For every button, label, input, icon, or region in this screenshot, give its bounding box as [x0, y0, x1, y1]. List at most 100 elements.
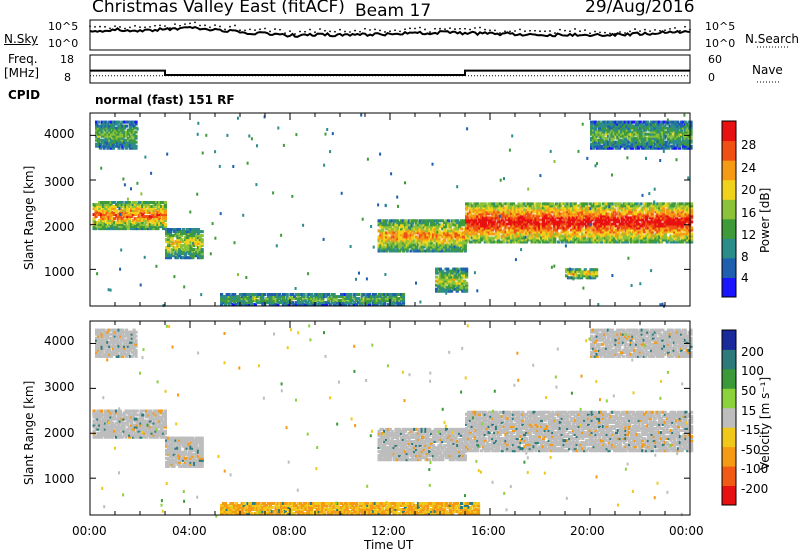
power-cell — [670, 136, 674, 140]
power-cell — [422, 235, 426, 239]
power-cell — [603, 128, 607, 132]
power-cell — [311, 303, 316, 307]
power-cell — [198, 252, 202, 256]
power-cell — [517, 204, 521, 208]
power-cell — [270, 301, 274, 305]
power-cell — [315, 297, 319, 301]
power-cell — [616, 238, 621, 242]
power-cell — [426, 249, 430, 253]
power-cell — [564, 204, 568, 208]
power-cell — [148, 209, 152, 213]
power-cell — [586, 240, 591, 244]
power-cell — [485, 234, 489, 238]
power-cell — [98, 225, 102, 229]
power-cell — [680, 142, 684, 146]
power-cell — [196, 232, 201, 236]
power-cell — [555, 234, 559, 238]
power-cell — [135, 223, 139, 227]
power-cell — [570, 218, 574, 222]
power-cell — [96, 128, 101, 132]
power-cell — [371, 301, 376, 305]
power-cell — [353, 303, 357, 307]
power-cell — [543, 238, 547, 242]
power-cell — [128, 140, 132, 144]
power-cell — [579, 230, 583, 234]
power-cell — [418, 219, 422, 223]
power-cell — [555, 212, 559, 216]
power-cell — [652, 226, 656, 230]
power-cell — [146, 223, 151, 227]
power-cell — [690, 204, 694, 208]
power-cell — [296, 301, 301, 305]
power-cell — [676, 232, 681, 236]
power-cell — [107, 223, 111, 227]
power-cell — [671, 226, 675, 230]
power-cell — [675, 226, 679, 230]
power-cell — [400, 219, 404, 223]
power-cell — [424, 221, 428, 225]
power-cell — [599, 136, 603, 140]
power-cell — [439, 233, 443, 237]
power-cell — [111, 138, 116, 142]
power-cell — [684, 230, 688, 234]
power-cell — [675, 228, 679, 232]
power-cell — [418, 227, 422, 231]
power-cell — [443, 231, 447, 235]
power-cell — [646, 212, 651, 216]
power-cell — [465, 224, 469, 228]
power-cell — [510, 208, 514, 212]
power-cell — [629, 142, 633, 146]
power-cell — [483, 224, 487, 228]
power-cell — [483, 216, 487, 220]
power-cell — [435, 247, 439, 251]
power-cell — [435, 269, 439, 273]
power-cell — [450, 239, 454, 243]
power-cell — [585, 274, 589, 278]
power-cell — [108, 142, 112, 146]
nave-tick-bottom: 0 — [708, 71, 715, 84]
power-cell — [483, 214, 487, 218]
power-cell — [446, 287, 450, 291]
power-cell — [193, 228, 197, 231]
power-cell — [611, 228, 615, 232]
power-cell — [650, 146, 654, 150]
power-cell — [508, 228, 512, 232]
power-cell — [587, 276, 591, 280]
power-cell — [102, 120, 106, 124]
power-cell — [676, 220, 681, 224]
power-cell — [405, 229, 409, 233]
power-cell — [638, 122, 642, 126]
power-cell — [599, 138, 603, 142]
power-cell — [591, 128, 596, 132]
power-cell — [519, 230, 523, 234]
power-cell — [579, 240, 583, 244]
power-cell — [385, 227, 389, 231]
power-cell — [420, 233, 424, 237]
power-cell — [500, 216, 504, 220]
power-cell — [621, 126, 626, 130]
noise-point — [164, 25, 166, 27]
power-cell — [566, 226, 570, 230]
power-cell — [652, 234, 656, 238]
power-cell — [431, 223, 436, 227]
power-cell — [594, 210, 598, 214]
power-cell — [624, 238, 628, 242]
power-cell — [154, 217, 158, 221]
power-cell — [386, 229, 391, 233]
power-cell — [513, 208, 517, 212]
power-cell — [532, 240, 536, 244]
power-cell — [545, 222, 549, 226]
power-cell — [605, 120, 609, 124]
power-cell — [489, 216, 493, 220]
power-cell — [158, 203, 162, 206]
power-cell — [443, 243, 447, 247]
power-cell — [551, 234, 555, 238]
power-cell — [631, 124, 635, 128]
power-cell — [598, 210, 602, 214]
power-cell — [381, 293, 385, 296]
power-cell — [420, 223, 424, 227]
power-cell — [521, 226, 525, 230]
power-cell — [450, 279, 454, 283]
power-cell — [572, 272, 576, 276]
power-cell — [415, 249, 419, 253]
